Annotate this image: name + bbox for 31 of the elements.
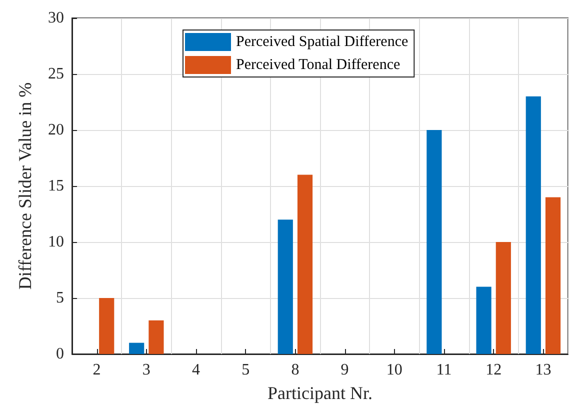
bar (278, 220, 293, 354)
x-axis-title: Participant Nr. (268, 383, 372, 403)
x-tick-label: 9 (340, 362, 349, 378)
y-tick-label: 25 (48, 66, 64, 82)
x-tick-label: 2 (92, 362, 101, 378)
x-tick-label: 13 (535, 362, 552, 378)
x-tick-label: 5 (242, 362, 250, 378)
y-tick-label: 30 (48, 10, 64, 26)
legend-label: Perceived Tonal Difference (236, 57, 400, 73)
legend-label: Perceived Spatial Difference (236, 34, 408, 50)
bar (545, 197, 561, 354)
x-tick-label: 4 (192, 362, 200, 378)
bar (99, 298, 114, 354)
x-tick-label: 10 (386, 362, 402, 378)
y-tick-label: 0 (56, 346, 64, 362)
y-tick-label: 15 (48, 178, 64, 194)
bar (526, 96, 541, 354)
bar (476, 286, 492, 354)
bar (148, 320, 164, 354)
x-tick-label: 11 (436, 362, 452, 378)
x-tick-label: 12 (486, 362, 502, 378)
x-tick-label: 8 (291, 362, 300, 378)
y-tick-label: 10 (48, 234, 64, 250)
y-axis-title: Difference Slider Value in % (15, 82, 35, 290)
bar (426, 130, 442, 354)
x-tick-label: 3 (142, 362, 150, 378)
y-tick-label: 5 (56, 290, 64, 306)
bar (297, 174, 313, 354)
bar (129, 342, 144, 354)
y-tick-label: 20 (48, 122, 64, 138)
bar (496, 242, 511, 354)
